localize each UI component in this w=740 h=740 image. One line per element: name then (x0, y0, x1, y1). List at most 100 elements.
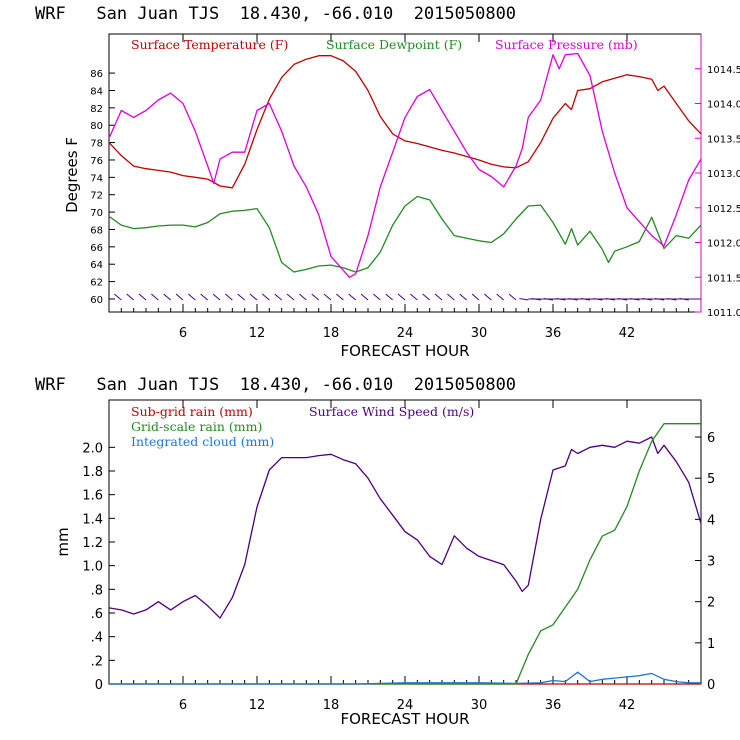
legend-surface-pressure: Surface Pressure (mb) (495, 37, 638, 52)
y2-tick-label: 1013.5 (707, 134, 740, 145)
y2-tick-label: 1011.5 (707, 273, 740, 284)
wind-barb (286, 293, 295, 301)
wind-barb (126, 293, 134, 301)
x-tick-label: 36 (545, 326, 562, 341)
y-tick-label: 68 (90, 225, 103, 236)
wind-barb (410, 293, 418, 301)
grid-scale-rain-line (109, 423, 701, 685)
wind-barb (188, 293, 196, 301)
y-tick-label: 1.8 (82, 465, 103, 480)
wind-barb (484, 293, 492, 301)
wind-barbs (114, 293, 701, 301)
bottom-y2-tick-labels: 0 1 2 3 4 5 6 (707, 431, 715, 693)
y-tick-label: 84 (90, 86, 103, 97)
y-tick-label: 80 (90, 121, 103, 132)
y-tick-label: .4 (91, 631, 103, 646)
wind-barb (138, 293, 147, 301)
y-tick-label: 78 (90, 139, 103, 150)
x-tick-label: 24 (397, 326, 414, 341)
wind-barb (151, 293, 159, 301)
y-tick-label: .6 (91, 607, 103, 622)
top-y-axis-label: Degrees F (63, 137, 81, 213)
y-tick-label: 1.0 (82, 560, 103, 575)
x-tick-label: 36 (545, 698, 562, 713)
y2-tick-label: 1012.5 (707, 204, 740, 215)
wind-barb (385, 293, 393, 301)
y-tick-label: 82 (90, 104, 103, 115)
wind-barb (519, 298, 529, 301)
x-tick-label: 18 (323, 326, 340, 341)
y-tick-label: 1.4 (82, 512, 103, 527)
x-tick-label: 18 (323, 698, 340, 713)
wind-barb (323, 293, 332, 301)
x-tick-label: 6 (179, 698, 187, 713)
x-tick-label: 30 (471, 698, 488, 713)
bottom-axis-ticks (109, 400, 701, 685)
y-tick-label: 1.2 (82, 536, 103, 551)
wind-barb (397, 293, 406, 301)
bottom-series-group (108, 423, 702, 685)
y-tick-label: 70 (90, 208, 103, 219)
legend-surface-dewpoint: Surface Dewpoint (F) (326, 37, 462, 52)
y2-tick-label: 3 (707, 555, 715, 570)
y-tick-label: 2.0 (82, 441, 103, 456)
wind-barb (471, 293, 480, 301)
y2-tick-label: 1011.0 (707, 308, 740, 319)
wind-barb (336, 293, 344, 301)
y2-tick-label: 0 (707, 678, 715, 693)
top-chart-title: WRF San Juan TJS 18.430, -66.010 2015050… (35, 4, 516, 24)
y2-tick-label: 5 (707, 472, 715, 487)
legend-surface-wind-speed: Surface Wind Speed (m/s) (309, 404, 474, 419)
integrated-cloud-line (109, 671, 701, 685)
x-tick-label: 12 (249, 698, 266, 713)
y2-tick-label: 1012.0 (707, 239, 740, 250)
legend-surface-temperature: Surface Temperature (F) (131, 37, 288, 52)
y2-tick-label: 1014.0 (707, 100, 740, 111)
y2-tick-label: 1 (707, 637, 715, 652)
wind-barb (175, 293, 184, 301)
y2-tick-label: 4 (707, 513, 715, 528)
bottom-y-axis-label: mm (54, 527, 72, 556)
y-tick-label: 72 (90, 191, 103, 202)
x-tick-label: 12 (249, 326, 266, 341)
surface-wind-speed-line (108, 436, 702, 619)
y2-tick-label: 1013.0 (707, 169, 740, 180)
x-tick-label: 42 (619, 326, 636, 341)
x-tick-label: 6 (179, 326, 187, 341)
legend-grid-scale-rain: Grid-scale rain (mm) (131, 419, 262, 434)
y2-tick-label: 1014.5 (707, 65, 740, 76)
bottom-x-tick-labels: 6 12 18 24 30 36 42 (179, 698, 635, 713)
y2-tick-label: 2 (707, 596, 715, 611)
bottom-x-axis-label: FORECAST HOUR (340, 710, 469, 728)
surface-dewpoint-line (108, 195, 702, 273)
y-tick-label: 60 (90, 295, 103, 306)
y-tick-label: 66 (90, 243, 103, 254)
wind-barb (459, 293, 467, 301)
wind-barb (360, 293, 369, 301)
wind-barb (225, 293, 233, 301)
wind-barb (212, 293, 221, 301)
wind-barb (447, 293, 455, 301)
y-tick-label: .8 (91, 583, 103, 598)
top-y2-tick-labels: 1011.0 1011.5 1012.0 1012.5 1013.0 1013.5 1014… (707, 65, 740, 319)
wind-barb (496, 293, 504, 301)
surface-pressure-line (108, 52, 702, 278)
wind-barb (348, 293, 356, 301)
wind-barb (237, 293, 245, 301)
y-tick-label: 1.6 (82, 489, 103, 504)
x-tick-label: 24 (397, 698, 414, 713)
wind-barb (299, 293, 307, 301)
wind-barb (274, 293, 282, 301)
wind-barb (422, 293, 430, 301)
legend-sub-grid-rain: Sub-grid rain (mm) (131, 404, 253, 419)
top-axis-ticks (109, 34, 702, 313)
top-plot-frame (108, 33, 702, 313)
x-tick-label: 42 (619, 698, 636, 713)
top-series-group (108, 52, 702, 278)
top-y-tick-labels: 60 62 64 66 68 70 72 74 76 78 80 82 84 86 (90, 69, 103, 306)
legend-integrated-cloud: Integrated cloud (mm) (131, 434, 274, 449)
y-tick-label: 74 (90, 173, 103, 184)
wind-barb (163, 293, 171, 301)
top-x-tick-labels: 6 12 18 24 30 36 42 (179, 326, 635, 341)
wind-barb (373, 293, 381, 301)
